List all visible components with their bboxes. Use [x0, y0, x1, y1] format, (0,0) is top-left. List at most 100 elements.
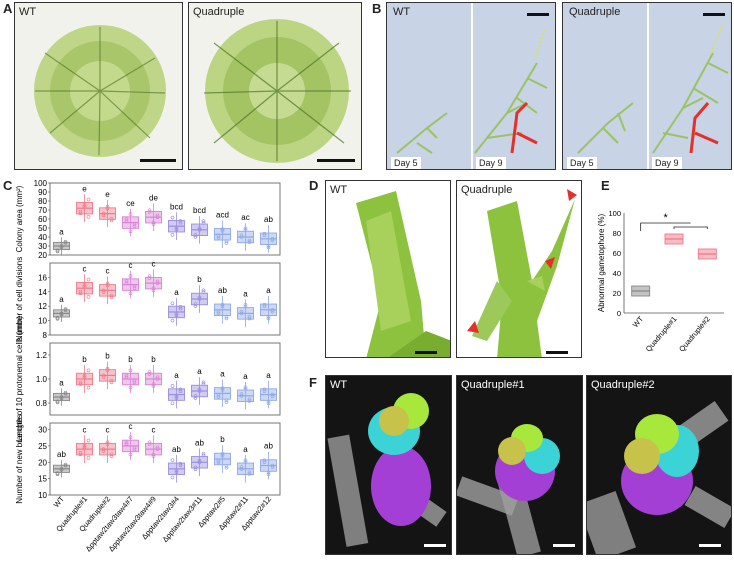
plot-frame — [49, 422, 281, 496]
scale-bar — [546, 351, 568, 354]
significance-letter: a — [220, 370, 225, 379]
data-point — [266, 401, 271, 406]
photo-b-wt-label: WT — [393, 6, 411, 18]
data-point — [220, 227, 225, 231]
data-point — [132, 222, 137, 227]
data-point — [216, 458, 221, 463]
data-point — [220, 388, 225, 392]
data-point — [105, 442, 110, 446]
significance-letter: a — [59, 227, 64, 236]
y-tick-label: 100 — [34, 180, 48, 188]
data-point — [128, 385, 133, 390]
data-point — [178, 461, 183, 466]
x-tick-label: Quadruple#1 — [644, 315, 679, 354]
significance-letter: a — [243, 290, 248, 299]
data-point — [109, 293, 114, 298]
data-point — [55, 400, 60, 405]
x-tick-label: Quadruple#2 — [677, 315, 712, 354]
data-point — [239, 235, 244, 239]
data-point — [82, 445, 87, 450]
data-point — [132, 224, 137, 228]
data-point — [178, 304, 183, 309]
significance-letter: ab — [264, 215, 273, 224]
data-point — [124, 217, 129, 221]
significance-letter: c — [83, 425, 87, 434]
data-point — [147, 370, 152, 374]
data-point — [266, 243, 271, 248]
data-point — [193, 233, 198, 237]
significance-letter: e — [105, 190, 110, 199]
moss-colony-quadruple-image — [189, 3, 361, 169]
data-point — [197, 460, 202, 465]
data-point — [262, 387, 267, 392]
data-point — [216, 393, 221, 397]
data-point — [147, 442, 152, 446]
data-point — [220, 452, 225, 456]
significance-letter: b — [197, 275, 202, 284]
significance-letter: b — [151, 355, 156, 364]
data-point — [124, 373, 129, 378]
data-point — [224, 465, 229, 470]
data-point — [170, 384, 175, 388]
significance-letter: ab — [264, 442, 273, 451]
data-point — [124, 219, 129, 223]
data-point — [147, 372, 152, 376]
significance-letter: a — [59, 295, 64, 304]
data-point — [174, 396, 179, 400]
data-point — [151, 286, 156, 291]
data-point — [270, 465, 275, 470]
significance-letter: ab — [218, 286, 227, 295]
data-point — [86, 456, 91, 460]
data-point — [247, 399, 252, 403]
data-point — [82, 282, 87, 287]
data-point — [109, 218, 114, 223]
y-tick-label: 1.2 — [36, 351, 48, 360]
data-point — [128, 368, 133, 373]
data-point — [151, 382, 156, 386]
data-point — [78, 289, 83, 294]
data-point — [193, 467, 198, 471]
y-tick-label: 60 — [613, 249, 621, 258]
data-point — [174, 313, 179, 318]
significance-letter: a — [197, 367, 202, 376]
data-point — [262, 460, 267, 464]
data-point — [247, 397, 252, 402]
data-point — [243, 302, 248, 307]
y-tick-label: 60 — [38, 215, 47, 224]
photo-a-quad: Quadruple — [188, 2, 362, 170]
data-point — [147, 440, 152, 445]
data-point — [216, 309, 221, 314]
data-point — [174, 468, 179, 473]
data-point — [86, 215, 91, 219]
photo-f-quad1-label: Quadruple#1 — [461, 379, 525, 391]
data-point — [262, 458, 267, 463]
data-point — [243, 460, 248, 464]
photo-f-wt-label: WT — [330, 379, 348, 391]
panel-c-svg: Colony area (mm²)2030405060708090100aeec… — [15, 179, 281, 553]
photo-b-quad: Quadruple Day 5 Day 9 — [562, 2, 732, 170]
data-point — [155, 279, 160, 284]
data-point — [128, 452, 133, 457]
data-point — [201, 288, 206, 293]
data-point — [132, 445, 137, 450]
data-point — [178, 306, 183, 311]
data-point — [151, 222, 156, 226]
data-point — [174, 227, 179, 232]
data-point — [105, 281, 110, 286]
data-point — [224, 314, 229, 319]
y-tick-label: 90 — [38, 188, 47, 197]
data-point — [174, 394, 179, 399]
significance-letter: de — [149, 193, 158, 202]
protonema-wt-image — [387, 3, 555, 169]
y-tick-label: 1.0 — [36, 375, 48, 384]
significance-letter: a — [266, 371, 271, 380]
y-axis-label: Length of 10 protonemal cells (mm) — [15, 316, 24, 442]
data-point — [193, 234, 198, 239]
photo-d-quad-label: Quadruple — [461, 184, 513, 196]
data-point — [78, 291, 83, 296]
data-point — [270, 463, 275, 468]
data-point — [247, 315, 252, 319]
data-point — [59, 396, 64, 400]
data-point — [82, 284, 87, 289]
data-point — [101, 449, 106, 453]
